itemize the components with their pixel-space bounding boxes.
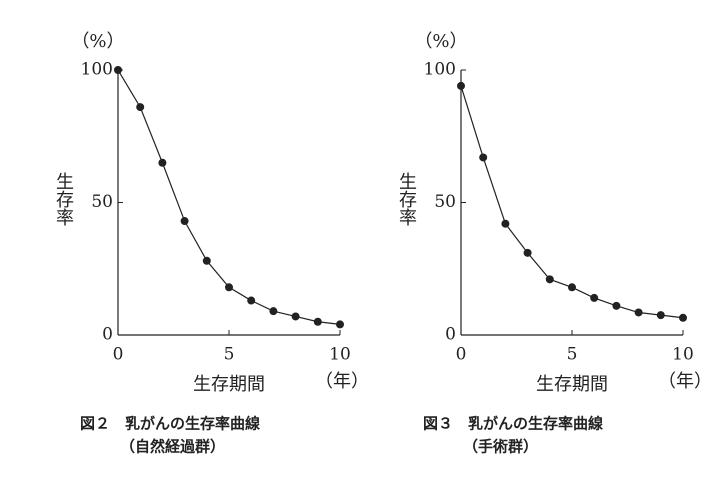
caption-subtitle: （手術群） [463,438,538,456]
point [545,275,554,284]
point [656,311,665,320]
point [114,66,122,74]
point [269,307,278,316]
y-tick-label: 0 [445,325,456,345]
y-tick-label: 100 [424,60,456,80]
point [523,248,532,257]
point [501,219,510,228]
point [679,313,687,322]
point [313,317,322,326]
x-label: 生存期間 [536,374,608,395]
x-label: 生存期間 [193,374,265,395]
point [247,296,256,305]
point [180,217,189,226]
x-tick-label: 5 [567,345,578,365]
point [225,283,233,292]
point [202,256,211,265]
x-tick-label: 0 [113,345,124,365]
x-unit: （年） [658,371,712,392]
point [136,103,145,112]
y-unit: （%） [71,31,124,52]
caption-title: 図２ 乳がんの生存率曲線 [80,415,260,433]
x-tick-label: 0 [456,345,467,365]
point [158,158,167,167]
x-unit: （年） [315,371,369,392]
point [568,283,576,292]
y-tick-label: 50 [91,192,113,212]
y-unit: （%） [414,31,467,52]
y-label: 生存率 [53,172,74,226]
x-tick-label: 10 [672,345,694,365]
point [336,320,344,329]
point [612,301,621,310]
y-label: 生存率 [396,172,417,226]
y-tick-label: 50 [434,192,456,212]
caption-title: 図３ 乳がんの生存率曲線 [423,415,603,433]
y-tick-label: 100 [81,60,113,80]
point [479,153,488,162]
point [291,312,300,321]
point [457,81,465,90]
x-tick-label: 5 [224,345,235,365]
line [460,85,684,319]
point [634,308,643,317]
y-tick-label: 0 [102,325,113,345]
point [590,293,599,302]
caption-subtitle: （自然経過群） [120,438,225,456]
x-tick-label: 10 [329,345,351,365]
